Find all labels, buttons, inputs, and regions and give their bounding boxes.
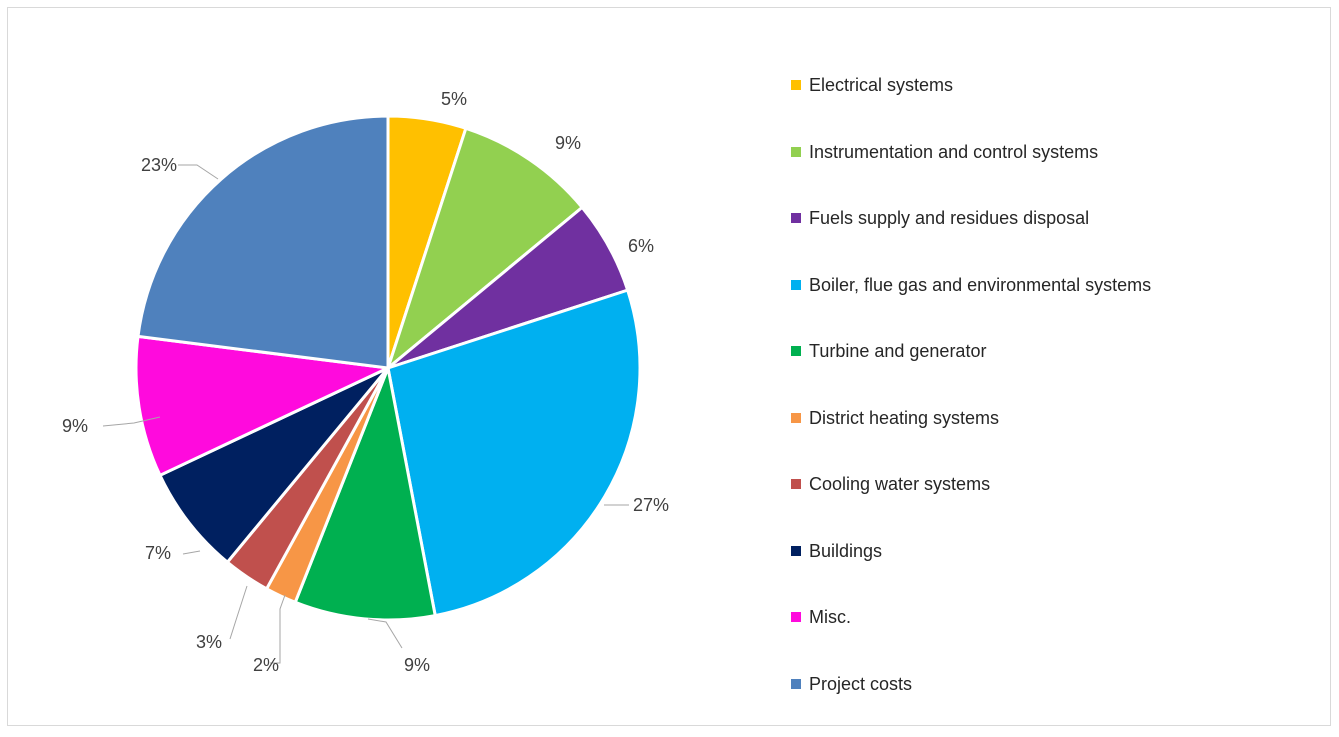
legend-label: Electrical systems — [809, 72, 953, 98]
legend-swatch — [791, 479, 801, 489]
legend-swatch — [791, 280, 801, 290]
legend-swatch — [791, 147, 801, 157]
legend-swatch — [791, 612, 801, 622]
legend-label: Boiler, flue gas and environmental syste… — [809, 272, 1151, 298]
data-label-4: 27% — [633, 495, 669, 515]
data-label-9: 9% — [62, 416, 88, 436]
data-label-3: 6% — [628, 236, 654, 256]
legend-item-4: Boiler, flue gas and environmental syste… — [791, 272, 1151, 339]
data-label-1: 5% — [441, 89, 467, 109]
leader-line-7 — [230, 586, 247, 639]
legend-label: Project costs — [809, 671, 912, 697]
leader-line-5 — [368, 619, 402, 648]
data-label-6: 2% — [253, 655, 279, 675]
legend-swatch — [791, 80, 801, 90]
legend-item-7: Cooling water systems — [791, 471, 1151, 538]
legend-item-1: Electrical systems — [791, 72, 1151, 139]
data-label-10: 23% — [141, 155, 177, 175]
legend-label: Cooling water systems — [809, 471, 990, 497]
legend-label: Misc. — [809, 604, 851, 630]
data-label-5: 9% — [404, 655, 430, 675]
legend-swatch — [791, 546, 801, 556]
legend-swatch — [791, 679, 801, 689]
legend-label: Turbine and generator — [809, 338, 986, 364]
legend: Electrical systems Instrumentation and co… — [791, 72, 1151, 737]
chart-area: 5% 9% 6% 27% 9% 2% 3% 7% 9% 23% Electrical system… — [7, 7, 1331, 726]
leader-line-10 — [178, 165, 218, 179]
data-label-8: 7% — [145, 543, 171, 563]
leader-line-6 — [270, 595, 285, 663]
leader-line-8 — [183, 551, 200, 554]
legend-item-10: Project costs — [791, 671, 1151, 737]
legend-swatch — [791, 413, 801, 423]
legend-label: Buildings — [809, 538, 882, 564]
legend-item-9: Misc. — [791, 604, 1151, 671]
legend-label: Fuels supply and residues disposal — [809, 205, 1089, 231]
legend-item-5: Turbine and generator — [791, 338, 1151, 405]
legend-label: District heating systems — [809, 405, 999, 431]
legend-swatch — [791, 213, 801, 223]
legend-item-6: District heating systems — [791, 405, 1151, 472]
data-label-2: 9% — [555, 133, 581, 153]
legend-item-2: Instrumentation and control systems — [791, 139, 1151, 206]
data-label-7: 3% — [196, 632, 222, 652]
legend-swatch — [791, 346, 801, 356]
legend-label: Instrumentation and control systems — [809, 139, 1098, 165]
legend-item-3: Fuels supply and residues disposal — [791, 205, 1151, 272]
legend-item-8: Buildings — [791, 538, 1151, 605]
